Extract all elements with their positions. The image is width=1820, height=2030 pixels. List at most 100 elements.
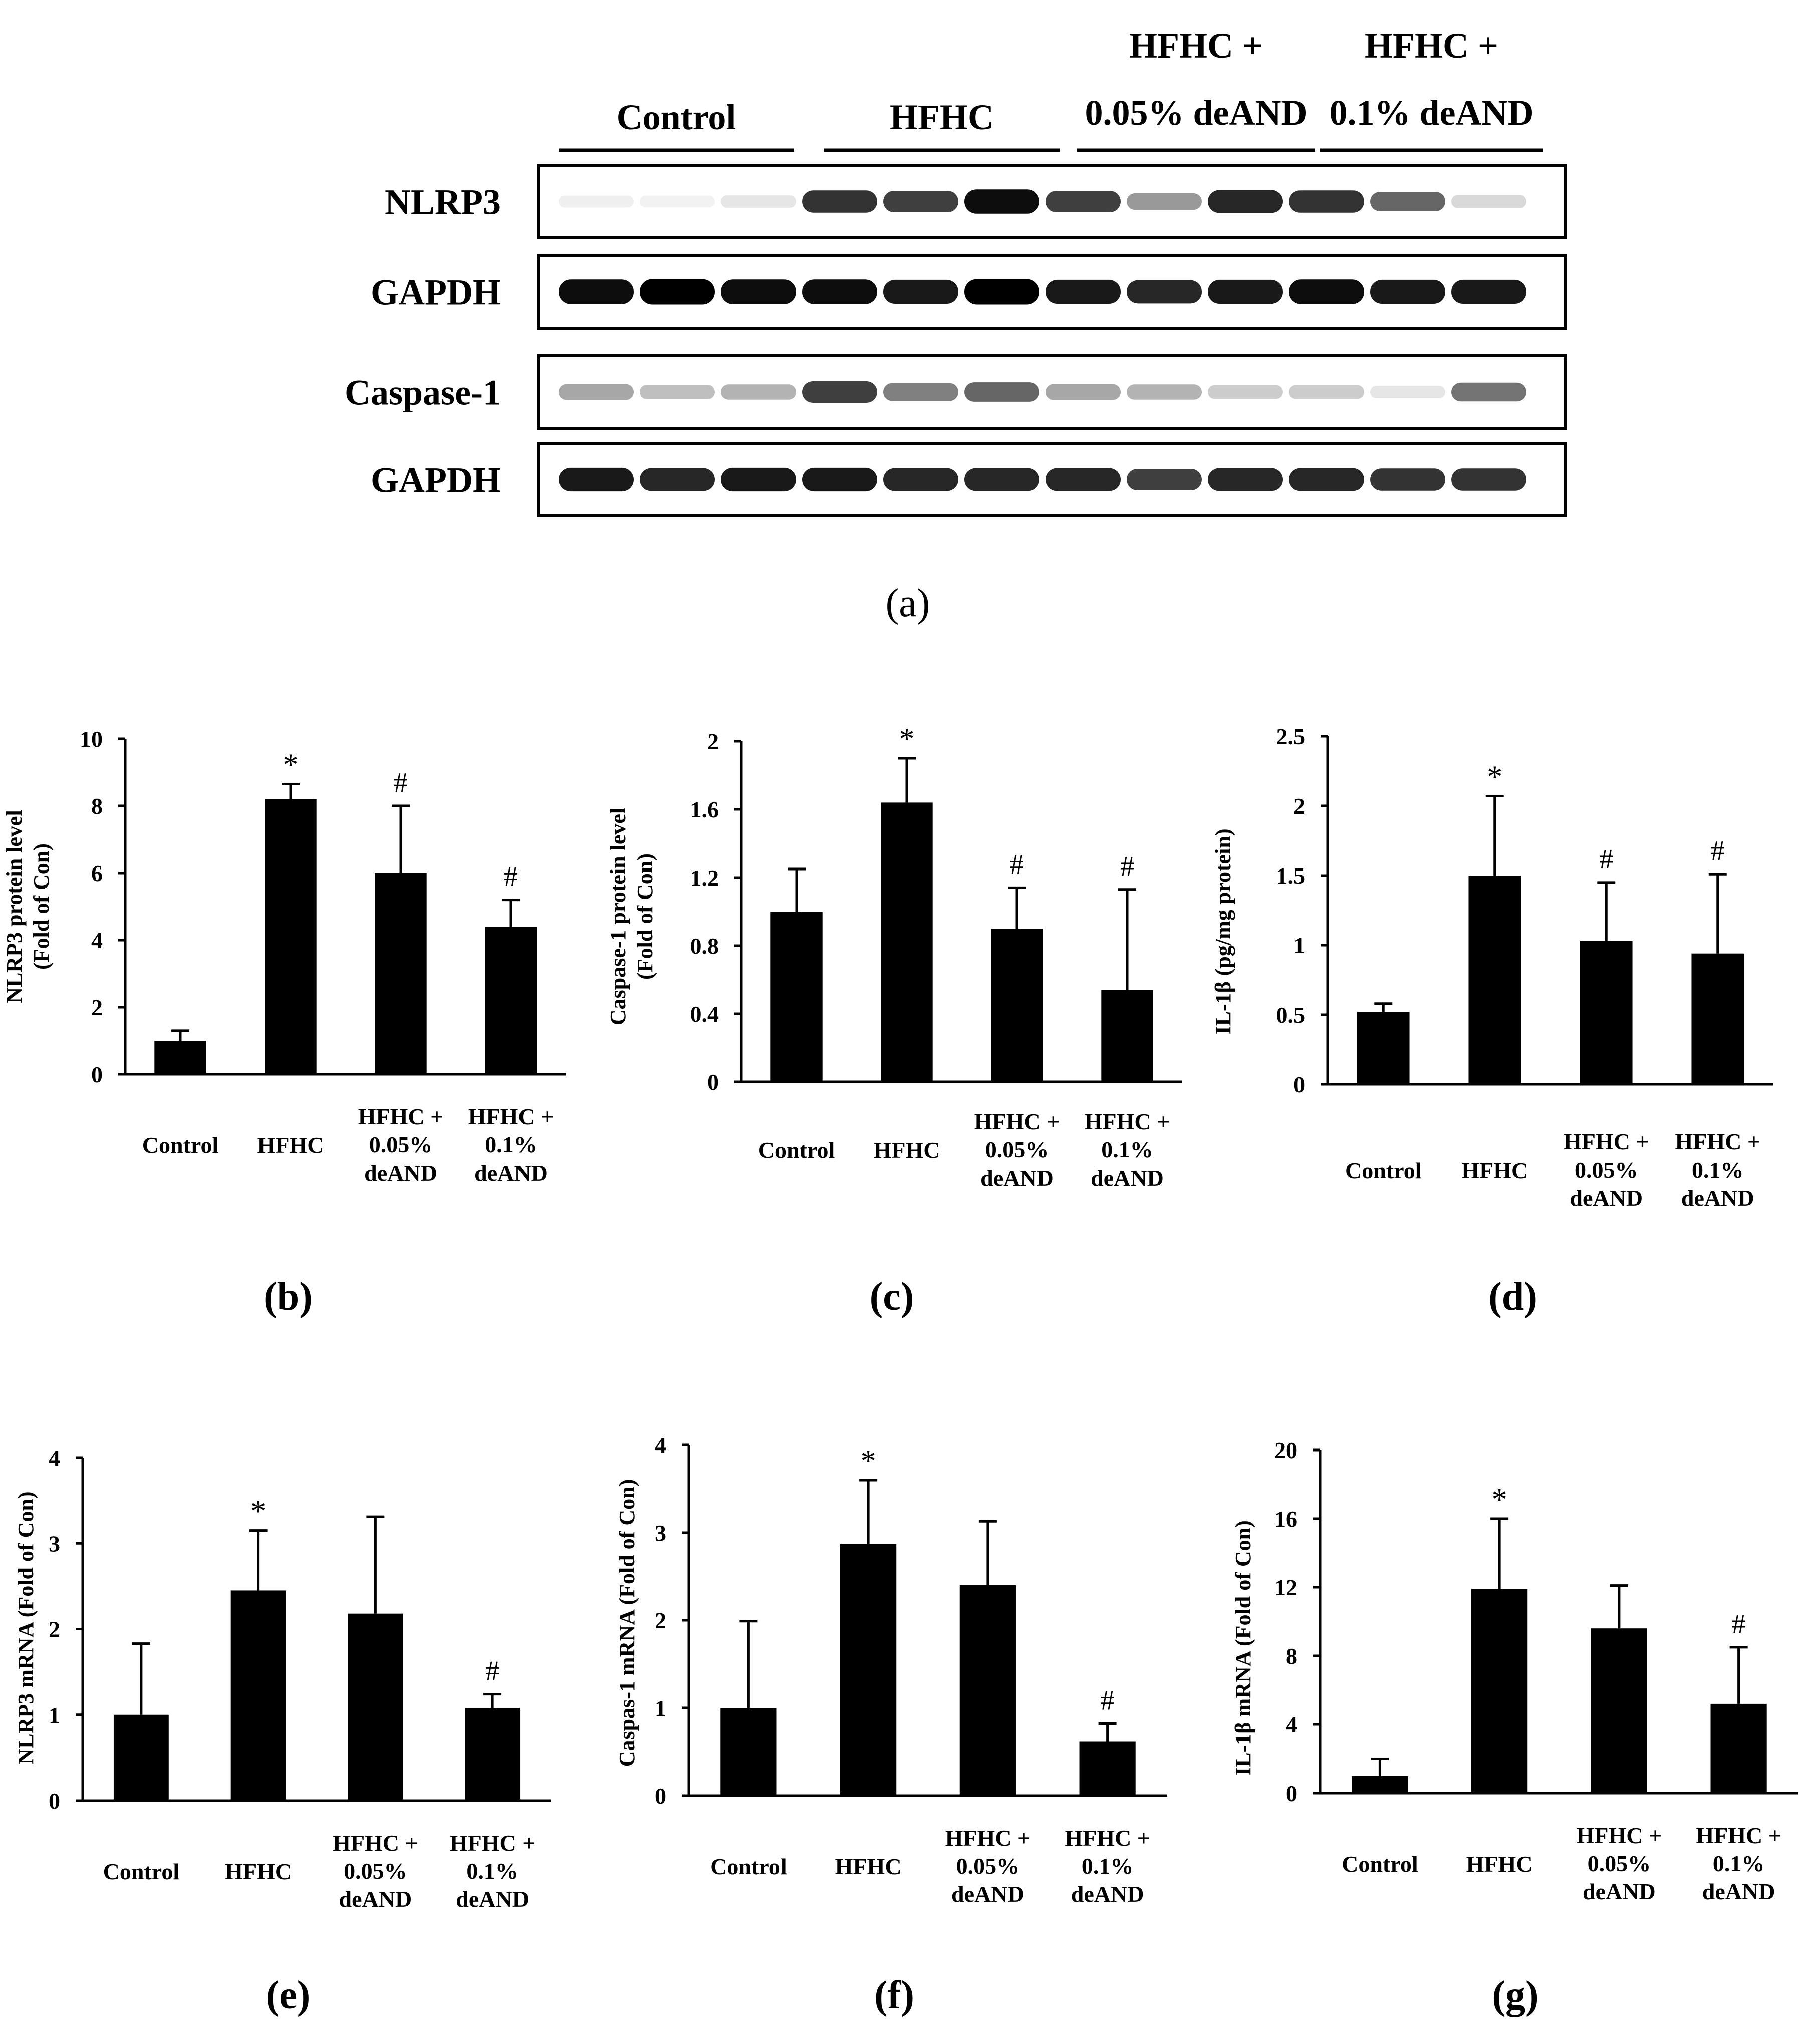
blot-band [964,382,1039,402]
blot-band [802,190,877,213]
blot-band [1208,468,1283,491]
blot-band [883,468,958,491]
y-tick-label: 0 [655,1783,666,1809]
bar [991,929,1043,1082]
significance-star: * [899,722,915,756]
blot-band [1127,280,1202,304]
y-tick-label: 2 [707,729,719,754]
y-tick-label: 16 [1274,1506,1297,1532]
blot-band [721,195,796,208]
blot-band [883,191,958,212]
x-category-label: HFHC +0.1% deAND [1696,1823,1781,1904]
bar [1471,1589,1528,1793]
y-tick-label: 4 [655,1432,666,1458]
chart-g: 0 4 8 12 16 20 Control * HFHC HFHC +0.05% deAND # HF… [1231,1437,1798,2017]
blot-band [1208,385,1283,399]
x-category-label: HFHC [874,1137,940,1163]
panel-caption-c: (c) [870,1275,914,1319]
chart-e: 0 1 2 3 4 Control * HFHC HFHC +0.05% deAND # HFHC +… [14,1445,551,2017]
y-tick-label: 4 [1286,1712,1297,1737]
x-category-label: HFHC +0.05% deAND [333,1830,418,1912]
x-category-label: Control [1345,1157,1422,1183]
y-tick-label: 0.5 [1276,1002,1306,1028]
x-category-label: HFHC [1461,1157,1528,1183]
bar [113,1714,169,1801]
blot-band [721,467,796,492]
blot-row-label: Caspase-1 [345,373,501,413]
significance-hash: # [1010,849,1024,880]
bar [1357,1012,1410,1084]
y-tick-label: 8 [1286,1643,1297,1669]
blot-band [1127,384,1202,400]
significance-star: * [861,1444,876,1478]
x-category-label: HFHC [225,1859,292,1884]
bar [230,1590,286,1801]
blot-band [1451,195,1526,208]
y-tick-label: 8 [91,793,103,819]
y-tick-label: 1 [49,1702,60,1728]
bar [1079,1741,1136,1796]
blot-band [1127,469,1202,490]
y-tick-label: 2 [91,995,103,1020]
bar [1710,1703,1767,1793]
blot-band [802,381,877,403]
bar [770,912,823,1082]
y-tick-label: 0 [91,1062,103,1087]
y-tick-label: 0 [707,1069,719,1095]
blot-group-label: Control [617,97,736,137]
significance-star: * [283,748,299,782]
y-tick-label: 0 [1286,1781,1297,1806]
bar [154,1041,206,1074]
y-tick-label: 1 [655,1695,666,1721]
x-category-label: HFHC [835,1854,902,1879]
x-category-label: HFHC +0.1% deAND [1675,1129,1760,1211]
y-tick-label: 4 [49,1445,60,1471]
x-category-label: HFHC +0.1% deAND [450,1830,536,1912]
bar [720,1708,777,1796]
y-tick-label: 12 [1274,1575,1297,1600]
y-tick-label: 0 [1293,1072,1305,1097]
panel-caption-b: (b) [264,1275,313,1319]
blot-band [640,195,715,208]
bar [1468,876,1521,1084]
bar [1580,941,1633,1084]
x-category-label: Control [758,1137,835,1163]
bar [881,802,933,1082]
blot-band [964,279,1039,305]
blot-band [883,279,958,304]
significance-hash: # [504,861,518,893]
blot-band [1451,279,1526,304]
y-tick-label: 2 [49,1617,60,1642]
x-category-label: HFHC +0.05% deAND [974,1109,1060,1191]
x-category-label: HFHC +0.05% deAND [1564,1129,1649,1211]
blot-band [559,279,634,304]
chart-d: 0 0.5 1 1.5 2 2.5 Control * HFHC # HFHC +0.05% deAN… [1211,724,1773,1319]
chart-c: 0 0.4 0.8 1.2 1.6 2 Control * HFHC # HFHC +0.05% de… [606,722,1182,1319]
bar [1691,953,1744,1084]
x-category-label: HFHC [257,1132,324,1158]
blot-row-label: NLRP3 [385,182,501,222]
blot-band [1046,384,1121,400]
blot-band [1370,192,1445,211]
blot-band [1451,382,1526,402]
blot-group-label: HFHC +0.1% deAND [1330,26,1534,133]
x-category-label: HFHC +0.1% deAND [1085,1109,1170,1191]
y-axis-title: IL-1β (pg/mg protein) [1211,828,1235,1034]
blot-band [640,468,715,491]
significance-hash: # [1711,835,1725,866]
blot-group-label: HFHC [890,97,994,137]
blot-band [964,468,1039,491]
y-tick-label: 1.5 [1276,863,1306,889]
blot-band [559,195,634,208]
y-tick-label: 1 [1293,933,1305,958]
bar [265,799,317,1074]
blot-band [1289,385,1364,399]
blot-band [1370,279,1445,304]
significance-hash: # [1120,851,1134,882]
x-category-label: HFHC +0.1% deAND [468,1104,554,1186]
y-tick-label: 3 [655,1520,666,1546]
y-tick-label: 2 [655,1608,666,1633]
